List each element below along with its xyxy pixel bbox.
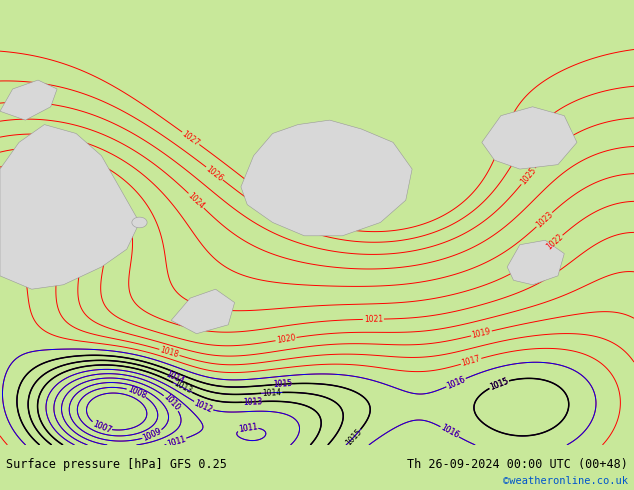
Text: 1016: 1016 <box>439 423 460 441</box>
Text: Th 26-09-2024 00:00 UTC (00+48): Th 26-09-2024 00:00 UTC (00+48) <box>407 459 628 471</box>
Text: 1023: 1023 <box>534 210 555 229</box>
Text: 1011: 1011 <box>238 422 258 434</box>
Text: 1016: 1016 <box>446 375 467 391</box>
Text: 1020: 1020 <box>276 333 296 345</box>
Text: 1013: 1013 <box>243 397 262 407</box>
Text: 1011: 1011 <box>166 434 187 449</box>
Text: 1018: 1018 <box>159 345 180 360</box>
Text: 1008: 1008 <box>126 384 147 400</box>
Text: 1011: 1011 <box>166 434 187 449</box>
Text: 1014: 1014 <box>165 370 186 386</box>
Text: 1010: 1010 <box>162 392 181 413</box>
Text: 1019: 1019 <box>471 327 492 340</box>
Text: 1013: 1013 <box>243 397 262 407</box>
Text: 1017: 1017 <box>460 354 482 368</box>
Text: 1011: 1011 <box>238 422 258 434</box>
Text: 1022: 1022 <box>545 232 565 252</box>
Text: 1015: 1015 <box>488 376 510 392</box>
Text: ©weatheronline.co.uk: ©weatheronline.co.uk <box>503 476 628 487</box>
Polygon shape <box>0 124 139 289</box>
Text: 1012: 1012 <box>193 398 214 415</box>
Text: 1015: 1015 <box>488 376 510 392</box>
Text: 1015: 1015 <box>344 427 363 447</box>
Polygon shape <box>507 240 564 285</box>
Text: 1015: 1015 <box>273 379 293 389</box>
Text: 1015: 1015 <box>488 376 510 392</box>
Text: 1010: 1010 <box>162 392 181 413</box>
Text: 1024: 1024 <box>186 191 206 211</box>
Text: 1025: 1025 <box>519 166 538 187</box>
Text: 1013: 1013 <box>172 379 193 396</box>
Polygon shape <box>482 107 577 169</box>
Text: 1012: 1012 <box>193 398 214 415</box>
Text: 1021: 1021 <box>364 315 383 324</box>
Polygon shape <box>171 289 235 334</box>
Text: 1014: 1014 <box>262 388 281 398</box>
Text: 1007: 1007 <box>91 419 112 435</box>
Text: 1008: 1008 <box>126 384 147 400</box>
Polygon shape <box>0 80 57 120</box>
Text: 1014: 1014 <box>165 370 186 386</box>
Text: 1009: 1009 <box>141 427 163 443</box>
Polygon shape <box>241 120 412 236</box>
Circle shape <box>132 217 147 228</box>
Text: 1027: 1027 <box>180 129 201 147</box>
Text: 1016: 1016 <box>446 375 467 391</box>
Text: 1016: 1016 <box>439 423 460 441</box>
Text: 1007: 1007 <box>91 419 112 435</box>
Text: 1009: 1009 <box>141 427 163 443</box>
Text: 1015: 1015 <box>273 379 293 389</box>
Text: Surface pressure [hPa] GFS 0.25: Surface pressure [hPa] GFS 0.25 <box>6 459 227 471</box>
Text: 1026: 1026 <box>204 164 225 183</box>
